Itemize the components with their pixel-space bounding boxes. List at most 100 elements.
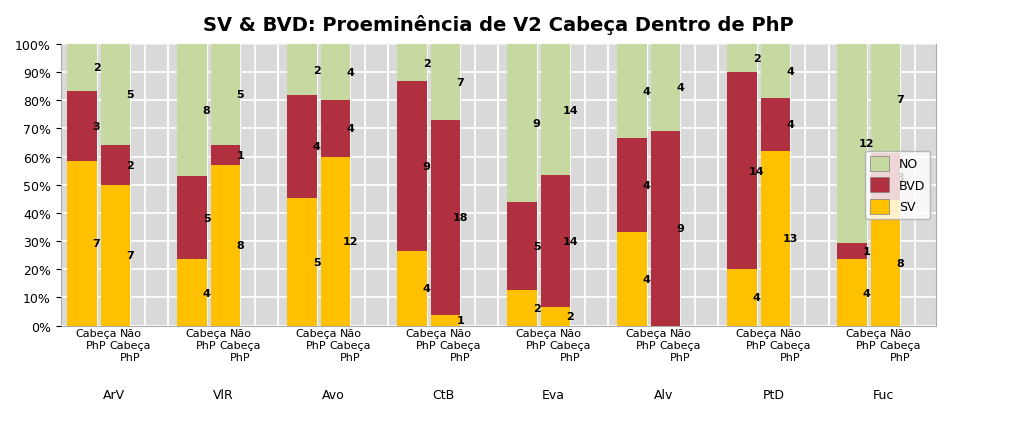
Text: 12: 12 <box>343 236 358 247</box>
Bar <box>101 45 130 145</box>
Text: VlR: VlR <box>213 388 234 401</box>
Bar <box>177 177 207 260</box>
Title: SV & BVD: Proeminência de V2 Cabeça Dentro de PhP: SV & BVD: Proeminência de V2 Cabeça Dent… <box>204 15 794 35</box>
Bar <box>651 131 680 326</box>
Bar <box>871 201 900 326</box>
Bar <box>397 251 427 326</box>
Text: 5: 5 <box>236 90 244 100</box>
Text: 7: 7 <box>127 250 134 261</box>
Bar <box>837 45 866 243</box>
Bar <box>431 315 460 326</box>
Text: 2: 2 <box>422 58 431 69</box>
Text: 4: 4 <box>642 180 651 190</box>
Bar <box>837 260 866 326</box>
Bar <box>211 145 240 165</box>
Text: 7: 7 <box>456 78 464 88</box>
Bar <box>321 157 351 326</box>
Text: 8: 8 <box>896 259 904 268</box>
Text: 9: 9 <box>422 161 431 172</box>
Bar <box>177 260 207 326</box>
Bar <box>397 82 427 251</box>
Bar <box>286 96 316 198</box>
Text: 8: 8 <box>203 106 211 116</box>
Text: 5: 5 <box>533 242 540 252</box>
Bar <box>541 307 571 326</box>
Bar <box>177 45 207 177</box>
Text: ArV: ArV <box>102 388 125 401</box>
Text: 2: 2 <box>93 63 100 73</box>
Text: 5: 5 <box>203 213 211 223</box>
Bar <box>211 45 240 145</box>
Bar <box>617 45 647 138</box>
Bar <box>66 162 96 326</box>
Text: 9: 9 <box>676 224 684 233</box>
Bar <box>321 101 351 157</box>
Text: 4: 4 <box>862 288 871 298</box>
Bar <box>211 165 240 326</box>
Text: 4: 4 <box>676 83 684 93</box>
Text: 1: 1 <box>456 316 464 325</box>
Text: 2: 2 <box>753 54 760 64</box>
Text: 2: 2 <box>127 160 134 170</box>
Text: 2: 2 <box>533 303 540 313</box>
Text: 14: 14 <box>563 236 578 247</box>
Bar <box>431 45 460 121</box>
Bar <box>321 45 351 101</box>
Text: Eva: Eva <box>542 388 565 401</box>
Text: 4: 4 <box>787 66 795 77</box>
Text: 12: 12 <box>859 139 875 149</box>
Text: 7: 7 <box>93 239 100 249</box>
Bar <box>727 270 757 326</box>
Text: 2: 2 <box>313 65 320 75</box>
Text: PtD: PtD <box>762 388 785 401</box>
Bar <box>837 243 866 260</box>
Text: 18: 18 <box>452 213 469 223</box>
Text: 3: 3 <box>896 173 904 182</box>
Text: 14: 14 <box>749 166 764 176</box>
Text: 4: 4 <box>753 293 760 303</box>
Text: 4: 4 <box>642 86 651 97</box>
Text: 1: 1 <box>862 247 871 256</box>
Bar <box>397 45 427 82</box>
Bar <box>431 121 460 315</box>
Text: Fuc: Fuc <box>873 388 894 401</box>
Text: CtB: CtB <box>433 388 454 401</box>
Bar <box>761 98 791 152</box>
Text: 4: 4 <box>642 274 651 284</box>
Text: 5: 5 <box>313 257 320 267</box>
Text: 8: 8 <box>236 241 244 250</box>
Text: 4: 4 <box>422 283 431 294</box>
Bar <box>507 203 537 291</box>
Text: Avo: Avo <box>322 388 345 401</box>
Text: Alv: Alv <box>654 388 673 401</box>
Bar <box>507 291 537 326</box>
Bar <box>286 198 316 326</box>
Text: 4: 4 <box>313 142 320 152</box>
Bar <box>66 92 96 162</box>
Text: 13: 13 <box>783 234 798 244</box>
Text: 3: 3 <box>93 122 100 132</box>
Text: 4: 4 <box>347 68 354 78</box>
Bar <box>507 45 537 203</box>
Text: 4: 4 <box>787 120 795 130</box>
Bar <box>761 152 791 326</box>
Text: 9: 9 <box>533 119 540 129</box>
Text: 4: 4 <box>203 288 211 298</box>
Bar <box>66 45 96 92</box>
Bar <box>727 45 757 73</box>
Legend: NO, BVD, SV: NO, BVD, SV <box>865 151 930 219</box>
Text: 2: 2 <box>567 311 574 322</box>
Text: 4: 4 <box>347 124 354 134</box>
Bar <box>101 185 130 326</box>
Text: 1: 1 <box>236 150 244 160</box>
Text: 7: 7 <box>896 95 904 104</box>
Bar <box>871 45 900 154</box>
Bar <box>541 45 571 176</box>
Bar <box>871 154 900 201</box>
Bar <box>761 45 791 98</box>
Bar <box>727 73 757 270</box>
Bar <box>101 145 130 185</box>
Text: 5: 5 <box>127 90 134 100</box>
Bar <box>541 176 571 307</box>
Bar <box>286 45 316 96</box>
